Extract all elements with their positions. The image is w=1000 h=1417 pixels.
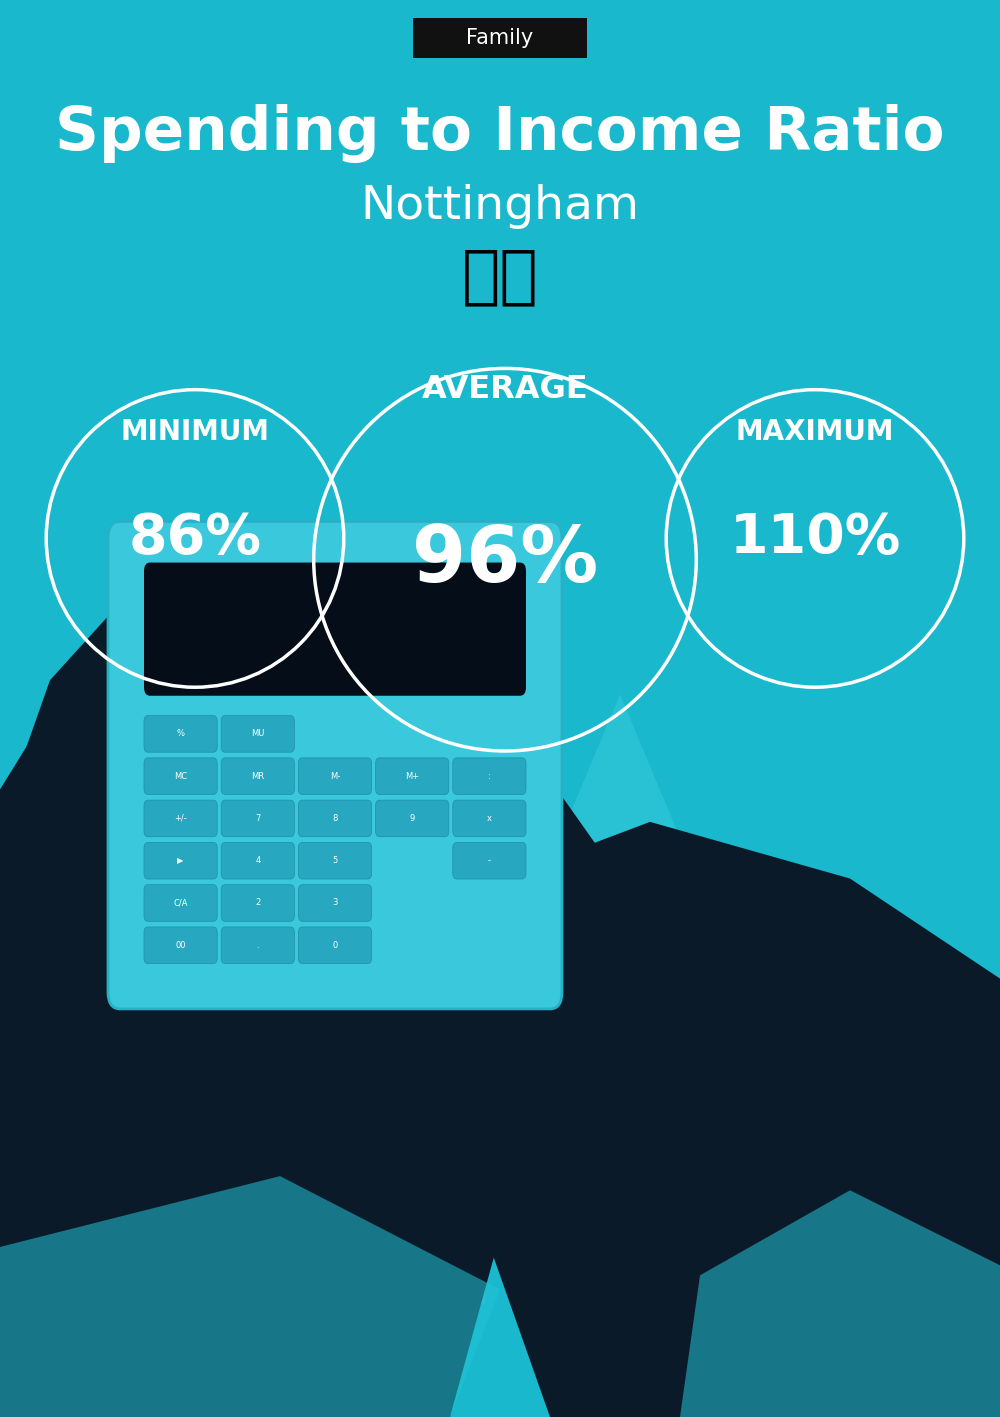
- Polygon shape: [880, 1006, 910, 1034]
- Text: Nottingham: Nottingham: [360, 184, 640, 230]
- Polygon shape: [680, 1190, 1000, 1417]
- Text: MC: MC: [174, 772, 187, 781]
- Polygon shape: [635, 1179, 680, 1304]
- Text: +/-: +/-: [174, 813, 187, 823]
- FancyBboxPatch shape: [144, 842, 217, 879]
- Text: $: $: [885, 1200, 905, 1229]
- FancyBboxPatch shape: [453, 801, 526, 836]
- Ellipse shape: [680, 1049, 920, 1289]
- FancyBboxPatch shape: [144, 884, 217, 921]
- Polygon shape: [700, 964, 718, 1013]
- Polygon shape: [720, 1233, 820, 1304]
- Text: MR: MR: [251, 772, 264, 781]
- Polygon shape: [415, 808, 505, 1304]
- Text: %: %: [177, 730, 185, 738]
- Text: :: :: [488, 772, 491, 781]
- FancyBboxPatch shape: [144, 716, 217, 752]
- Text: x: x: [487, 813, 492, 823]
- Text: 0: 0: [332, 941, 338, 949]
- Text: 8: 8: [332, 813, 338, 823]
- FancyBboxPatch shape: [298, 884, 372, 921]
- FancyBboxPatch shape: [108, 521, 562, 1009]
- Text: 110%: 110%: [729, 512, 901, 565]
- Text: 7: 7: [255, 813, 260, 823]
- Text: 00: 00: [175, 941, 186, 949]
- Polygon shape: [788, 1027, 812, 1049]
- Text: 3: 3: [332, 898, 338, 907]
- FancyBboxPatch shape: [298, 758, 372, 795]
- Polygon shape: [460, 779, 600, 949]
- Text: MINIMUM: MINIMUM: [120, 418, 270, 446]
- Polygon shape: [555, 694, 685, 1304]
- FancyBboxPatch shape: [298, 842, 372, 879]
- FancyBboxPatch shape: [144, 758, 217, 795]
- Text: -: -: [488, 856, 491, 866]
- FancyBboxPatch shape: [144, 927, 217, 964]
- FancyBboxPatch shape: [221, 801, 294, 836]
- Text: Family: Family: [466, 28, 534, 48]
- Text: $: $: [793, 1173, 807, 1193]
- Text: C/A: C/A: [173, 898, 188, 907]
- Text: 4: 4: [255, 856, 260, 866]
- FancyBboxPatch shape: [221, 884, 294, 921]
- FancyBboxPatch shape: [144, 563, 526, 696]
- Polygon shape: [0, 708, 520, 1417]
- Text: 86%: 86%: [128, 512, 262, 565]
- Polygon shape: [420, 822, 1000, 1417]
- Text: AVERAGE: AVERAGE: [422, 374, 588, 405]
- Text: 9: 9: [410, 813, 415, 823]
- Text: .: .: [256, 941, 259, 949]
- FancyBboxPatch shape: [453, 842, 526, 879]
- Text: MU: MU: [251, 730, 264, 738]
- Text: 96%: 96%: [412, 521, 598, 598]
- Text: Spending to Income Ratio: Spending to Income Ratio: [55, 103, 945, 163]
- FancyBboxPatch shape: [298, 927, 372, 964]
- Text: 2: 2: [255, 898, 260, 907]
- Polygon shape: [20, 581, 220, 794]
- Polygon shape: [555, 1056, 760, 1304]
- FancyBboxPatch shape: [144, 801, 217, 836]
- Text: M-: M-: [330, 772, 340, 781]
- Polygon shape: [535, 928, 780, 1056]
- FancyBboxPatch shape: [376, 758, 449, 795]
- Text: 5: 5: [332, 856, 338, 866]
- FancyBboxPatch shape: [376, 801, 449, 836]
- FancyBboxPatch shape: [221, 716, 294, 752]
- Text: ▶: ▶: [177, 856, 184, 866]
- FancyBboxPatch shape: [413, 18, 587, 58]
- FancyBboxPatch shape: [298, 801, 372, 836]
- Text: 🇬🇧: 🇬🇧: [462, 245, 538, 307]
- Polygon shape: [0, 1176, 500, 1417]
- Text: MAXIMUM: MAXIMUM: [736, 418, 894, 446]
- FancyBboxPatch shape: [221, 842, 294, 879]
- Text: M+: M+: [405, 772, 419, 781]
- FancyBboxPatch shape: [453, 758, 526, 795]
- FancyBboxPatch shape: [221, 927, 294, 964]
- Ellipse shape: [732, 1034, 1000, 1360]
- FancyBboxPatch shape: [221, 758, 294, 795]
